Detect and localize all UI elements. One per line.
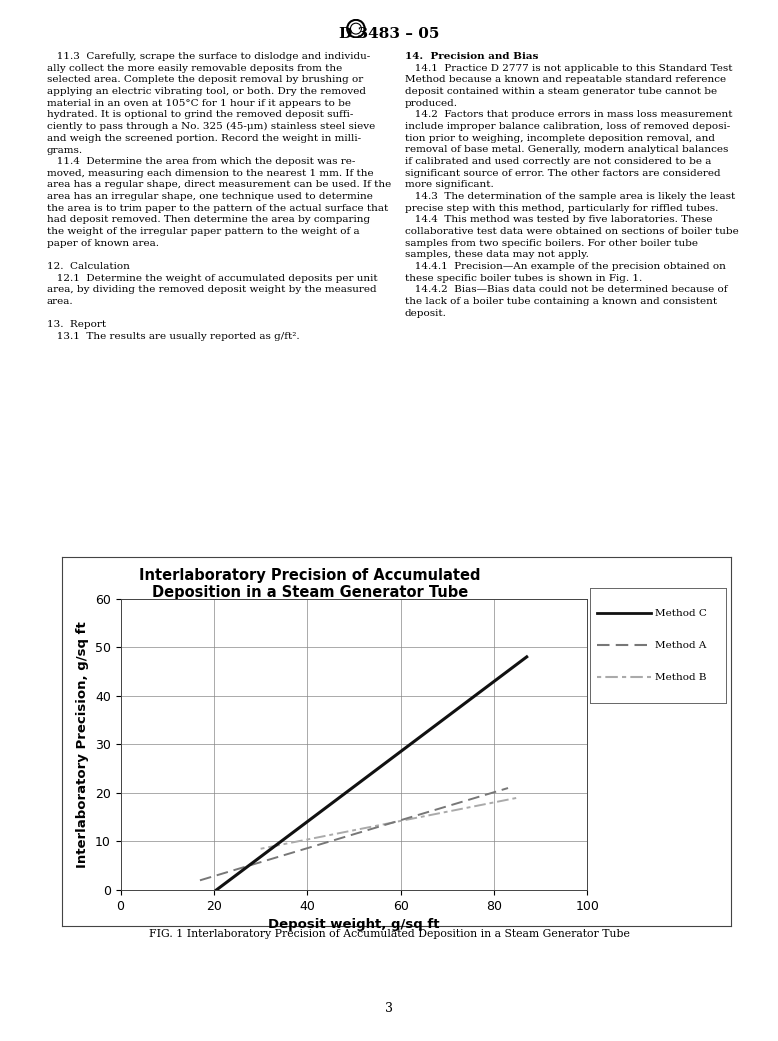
Method A	[195, 874, 205, 887]
Method B	[256, 842, 265, 855]
Line: Method A: Method A	[200, 788, 508, 881]
Text: 14.1  Practice D 2777 is not applicable to this Standard Test
Method because a k: 14.1 Practice D 2777 is not applicable t…	[405, 52, 738, 318]
Text: Method B: Method B	[655, 672, 706, 682]
Text: 3: 3	[385, 1002, 393, 1015]
Line: Method B: Method B	[261, 797, 517, 848]
Line: Method C: Method C	[216, 657, 527, 890]
Text: Method A: Method A	[655, 641, 706, 650]
Text: 14.  Precision and Bias: 14. Precision and Bias	[405, 52, 538, 61]
Text: 11.3  Carefully, scrape the surface to dislodge and individu-
ally collect the m: 11.3 Carefully, scrape the surface to di…	[47, 52, 391, 341]
X-axis label: Deposit weight, g/sq ft: Deposit weight, g/sq ft	[268, 918, 440, 932]
Y-axis label: Interlaboratory Precision, g/sq ft: Interlaboratory Precision, g/sq ft	[76, 620, 89, 868]
Method C	[212, 884, 221, 896]
Method A	[503, 782, 513, 794]
Text: FIG. 1 Interlaboratory Precision of Accumulated Deposition in a Steam Generator : FIG. 1 Interlaboratory Precision of Accu…	[149, 929, 629, 939]
Text: Interlaboratory Precision of Accumulated
Deposition in a Steam Generator Tube: Interlaboratory Precision of Accumulated…	[139, 568, 481, 601]
Method B	[513, 791, 522, 804]
Text: D 3483 – 05: D 3483 – 05	[338, 27, 440, 41]
Method C	[522, 651, 531, 663]
Text: Method C: Method C	[655, 609, 707, 618]
